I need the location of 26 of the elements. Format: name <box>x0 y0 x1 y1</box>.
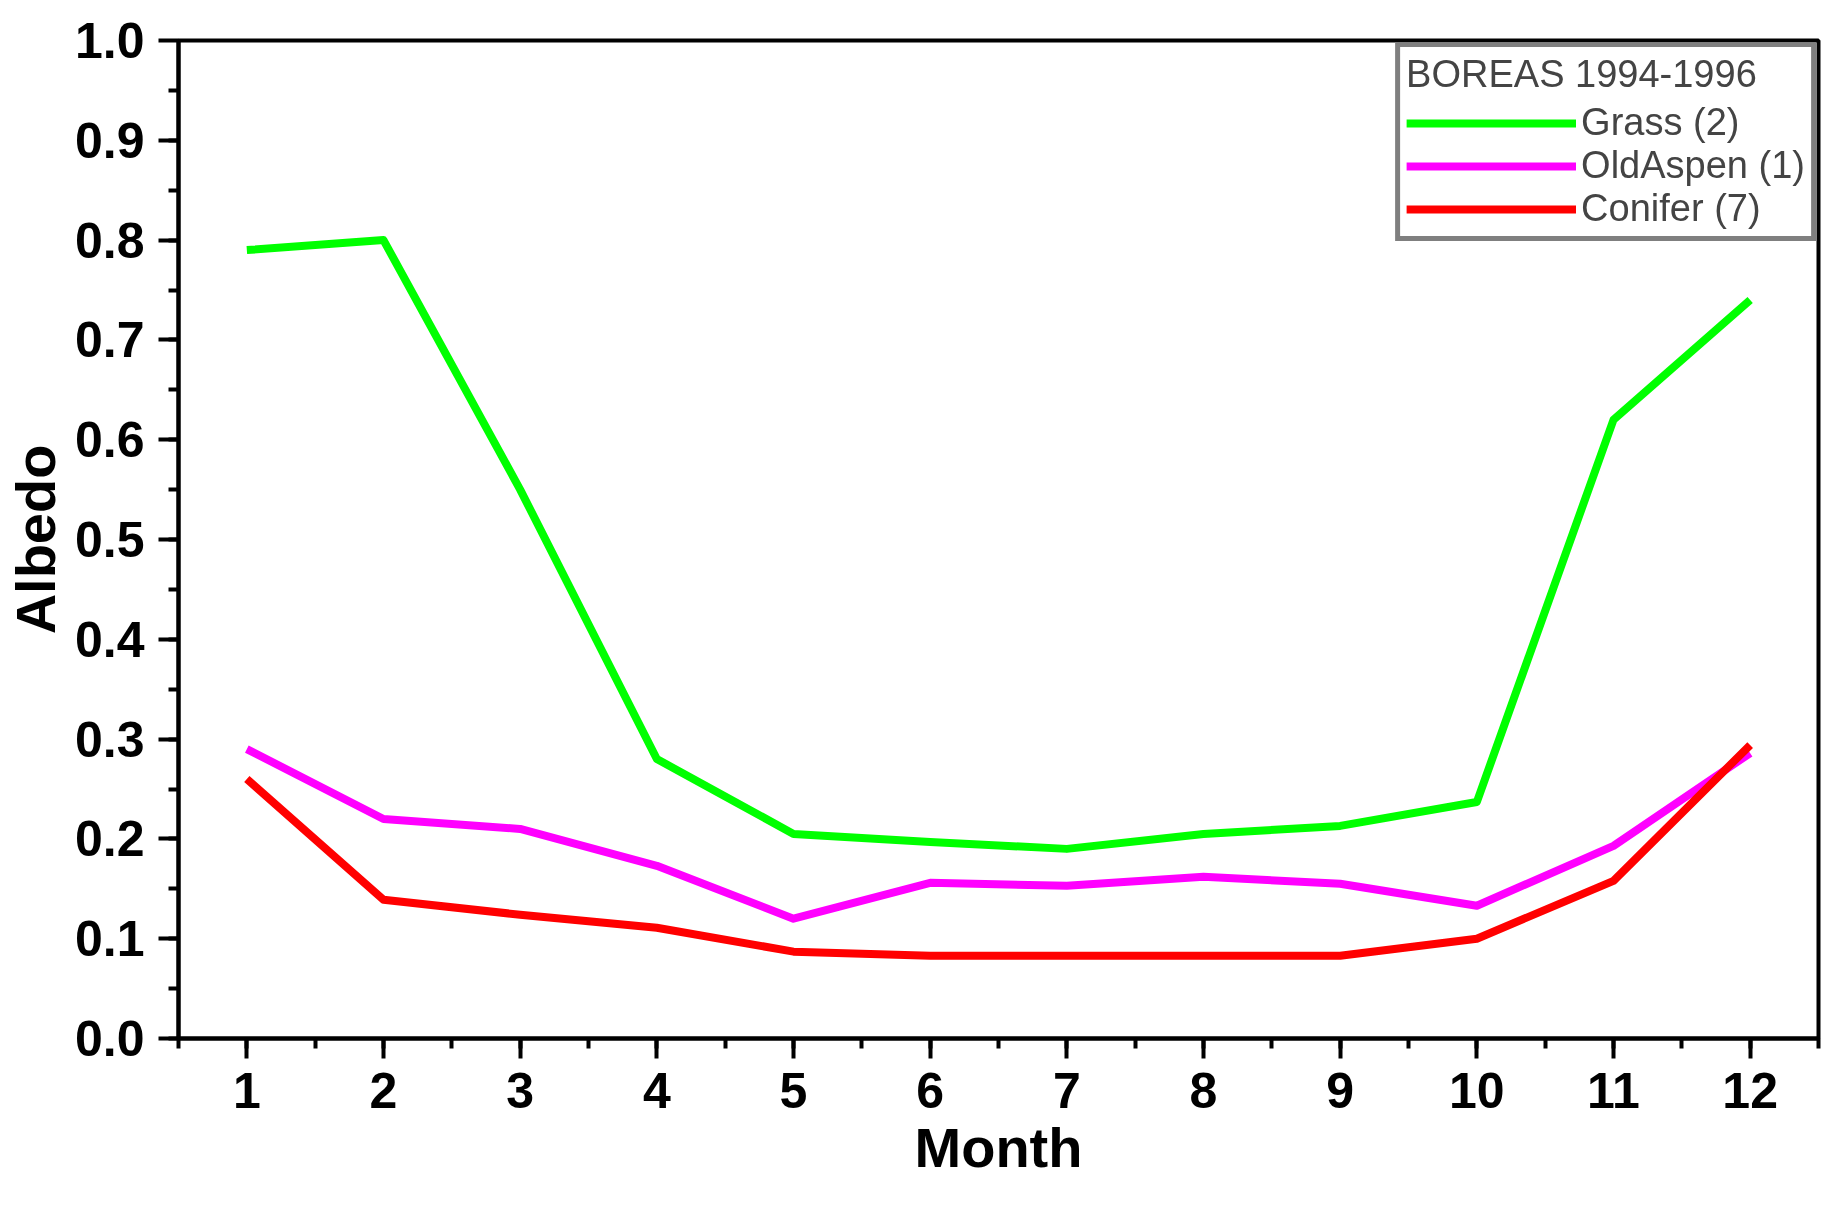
legend-label: Grass (2) <box>1581 101 1740 144</box>
legend-label: OldAspen (1) <box>1581 144 1805 187</box>
y-tick-label: 0.0 <box>74 1011 145 1067</box>
y-tick-label: 0.3 <box>74 711 145 768</box>
x-tick-label: 11 <box>1587 1062 1640 1119</box>
x-tick-label: 4 <box>642 1062 671 1119</box>
x-tick-label: 12 <box>1722 1062 1778 1119</box>
x-tick-label: 9 <box>1326 1062 1355 1119</box>
y-tick-label: 0.4 <box>74 611 145 668</box>
x-tick-label: 3 <box>506 1062 535 1119</box>
x-tick-label: 10 <box>1449 1062 1505 1119</box>
legend-title: BOREAS 1994-1996 <box>1406 53 1758 96</box>
y-tick-label: 0.5 <box>74 512 145 568</box>
legend-label: Conifer (7) <box>1581 187 1761 230</box>
y-tick-label: 1.0 <box>74 13 145 69</box>
x-tick-label: 8 <box>1189 1062 1218 1119</box>
x-tick-label: 2 <box>369 1062 398 1119</box>
x-tick-label: 5 <box>779 1062 808 1119</box>
x-tick-label: 1 <box>232 1062 261 1119</box>
y-tick-label: 0.1 <box>74 911 145 968</box>
y-tick-label: 0.9 <box>74 112 145 169</box>
y-tick-label: 0.8 <box>74 212 145 269</box>
y-tick-label: 0.2 <box>74 811 145 868</box>
y-tick-label: 0.6 <box>74 412 145 469</box>
y-axis-title: Albedo <box>3 444 67 635</box>
y-tick-label: 0.7 <box>74 312 145 369</box>
